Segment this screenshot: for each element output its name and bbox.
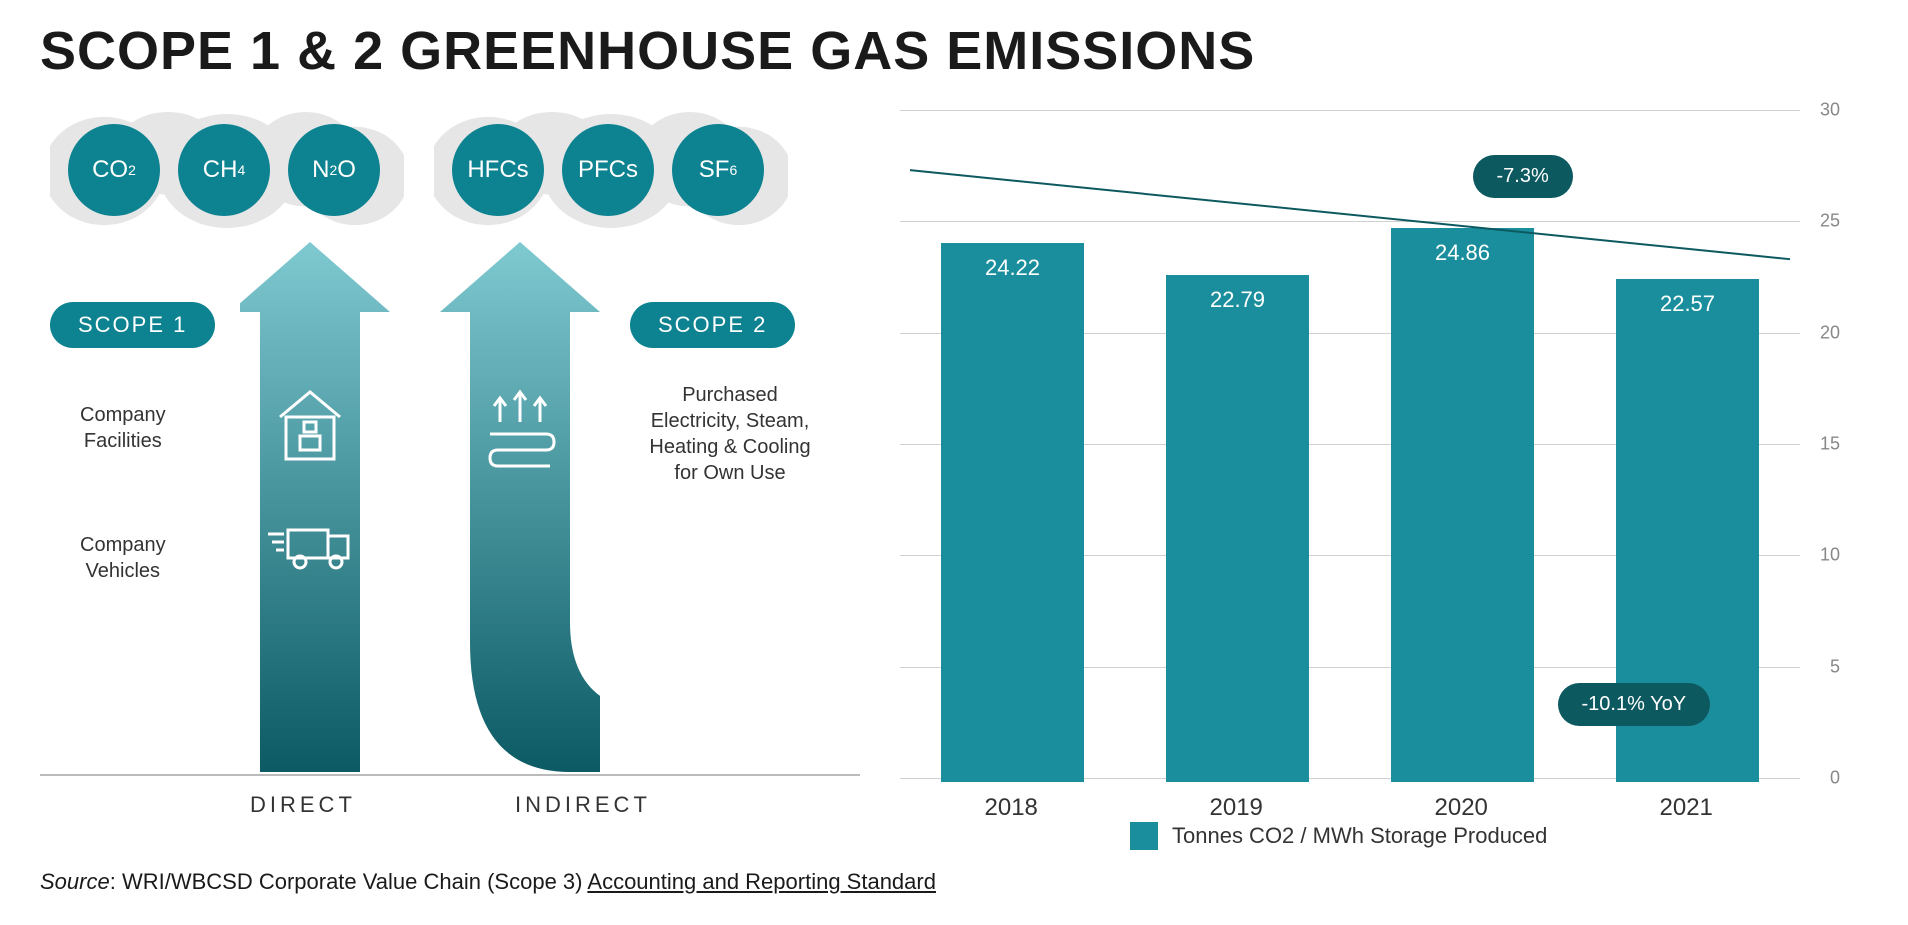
scope1-badge: SCOPE 1 — [50, 302, 215, 348]
scope1-facilities-label: CompanyFacilities — [80, 402, 166, 454]
gas-pfcs: PFCs — [562, 124, 654, 216]
source-prefix: Source — [40, 869, 110, 894]
gas-ch4: CH4 — [178, 124, 270, 216]
ytick-label: 5 — [1810, 656, 1840, 677]
scope-arrows — [240, 242, 600, 772]
main-content: CO2 CH4 N2O HFCs PFCs SF6 SCOPE 1 SCOPE … — [40, 102, 1868, 822]
ytick-label: 15 — [1810, 434, 1840, 455]
indirect-label: INDIRECT — [515, 792, 651, 818]
gas-co2: CO2 — [68, 124, 160, 216]
page-title: SCOPE 1 & 2 GREENHOUSE GAS EMISSIONS — [40, 20, 1868, 82]
ytick-label: 0 — [1810, 768, 1840, 789]
legend-label: Tonnes CO2 / MWh Storage Produced — [1172, 823, 1547, 849]
direct-label: DIRECT — [250, 792, 356, 818]
trend-line — [900, 102, 1800, 778]
ytick-label: 20 — [1810, 322, 1840, 343]
xlabel-2019: 2019 — [1210, 794, 1263, 822]
gas-cloud-group-2: HFCs PFCs SF6 — [434, 112, 788, 228]
legend-swatch — [1130, 822, 1158, 850]
ytick-label: 25 — [1810, 211, 1840, 232]
scope1-vehicles-label: CompanyVehicles — [80, 532, 166, 584]
source-citation: Source: WRI/WBCSD Corporate Value Chain … — [40, 869, 936, 895]
infographic-panel: CO2 CH4 N2O HFCs PFCs SF6 SCOPE 1 SCOPE … — [40, 102, 860, 822]
ytick-label: 30 — [1810, 100, 1840, 121]
xlabel-2021: 2021 — [1660, 794, 1713, 822]
emissions-bar-chart: 05101520253024.22201822.79201924.8620202… — [900, 102, 1840, 782]
callout: -7.3% — [1473, 155, 1573, 198]
gas-sf6: SF6 — [672, 124, 764, 216]
source-body: : WRI/WBCSD Corporate Value Chain (Scope… — [110, 869, 588, 894]
infographic-baseline — [40, 774, 860, 776]
scope2-badge: SCOPE 2 — [630, 302, 795, 348]
gas-clouds: CO2 CH4 N2O HFCs PFCs SF6 — [50, 112, 788, 228]
callout: -10.1% YoY — [1558, 683, 1711, 726]
chart-legend: Tonnes CO2 / MWh Storage Produced — [1130, 822, 1547, 850]
gas-n2o: N2O — [288, 124, 380, 216]
source-link[interactable]: Accounting and Reporting Standard — [587, 869, 936, 894]
scope2-purchased-label: PurchasedElectricity, Steam,Heating & Co… — [630, 382, 830, 486]
xlabel-2018: 2018 — [985, 794, 1038, 822]
xlabel-2020: 2020 — [1435, 794, 1488, 822]
gas-cloud-group-1: CO2 CH4 N2O — [50, 112, 404, 228]
chart-panel: 05101520253024.22201822.79201924.8620202… — [900, 102, 1868, 822]
gas-hfcs: HFCs — [452, 124, 544, 216]
ytick-label: 10 — [1810, 545, 1840, 566]
